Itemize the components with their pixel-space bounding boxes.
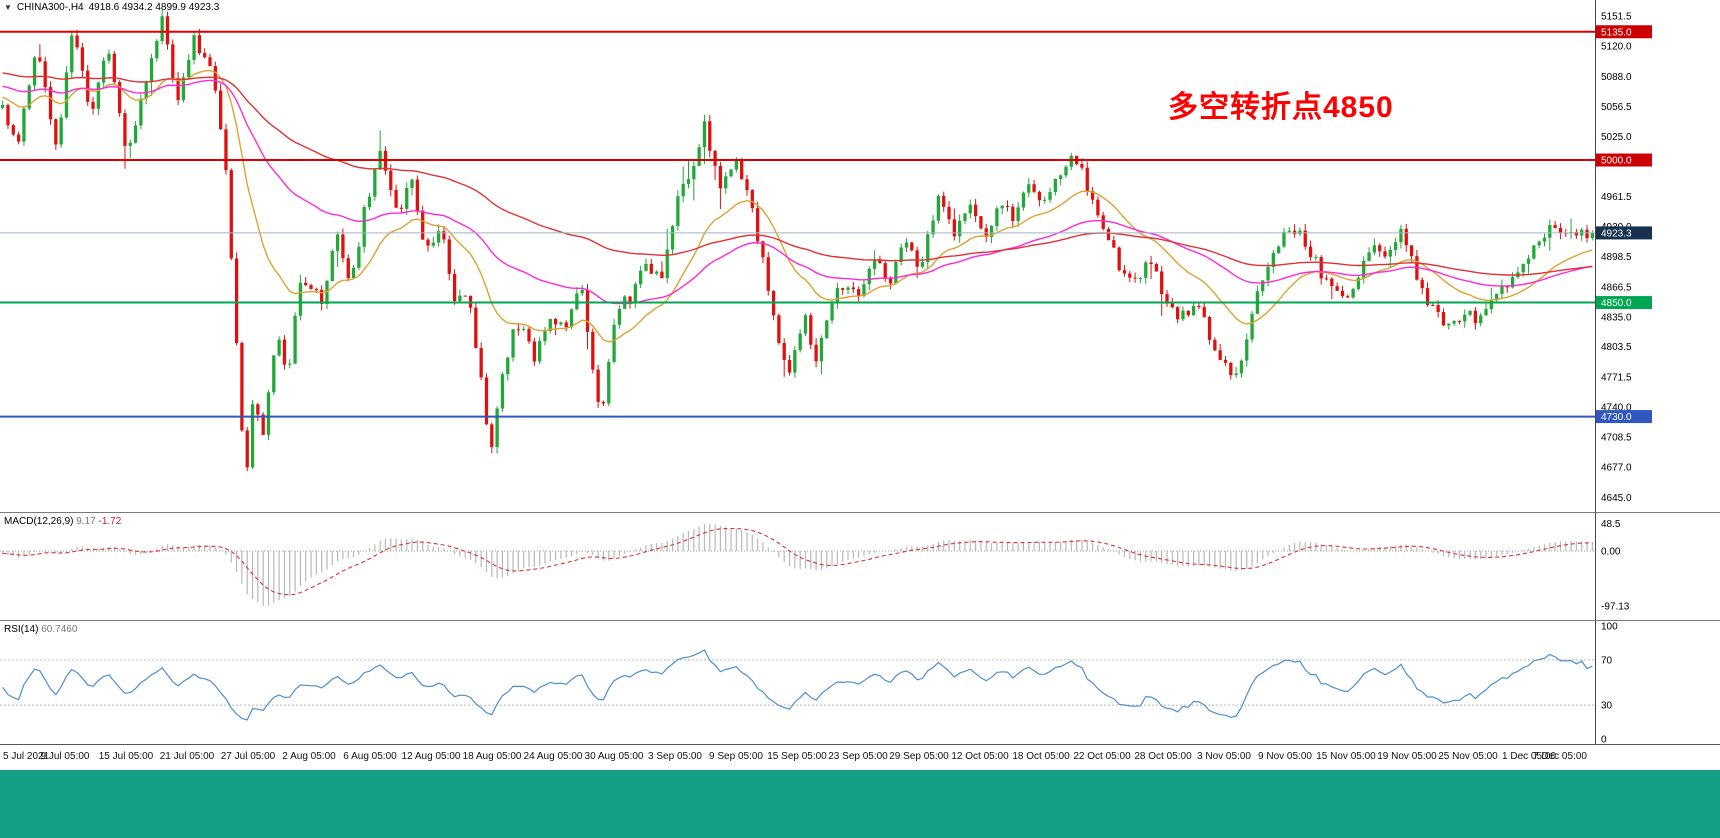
main-chart-pane[interactable]: 5151.55120.05088.05056.55025.04961.54930… xyxy=(0,0,1720,513)
time-axis-label: 12 Oct 05:00 xyxy=(951,751,1009,762)
price-level-badge-label: 5135.0 xyxy=(1601,27,1632,38)
time-axis-label: 21 Jul 05:00 xyxy=(159,751,215,762)
time-axis-label: 29 Sep 05:00 xyxy=(889,751,949,762)
time-axis-label: 1 Dec 05:00 xyxy=(1502,751,1556,762)
macd-signal-line xyxy=(2,527,1593,596)
price-tick-label: 4835.0 xyxy=(1601,312,1632,323)
time-axis-label: 5 Jul 2021 xyxy=(3,751,50,762)
time-axis-label: 9 Jul 05:00 xyxy=(40,751,90,762)
time-axis-label: 15 Sep 05:00 xyxy=(767,751,827,762)
price-tick-label: 4740.0 xyxy=(1601,403,1632,414)
time-axis[interactable]: 5 Jul 2021 9 Jul 05:00 15 Jul 05:00 21 Jul … xyxy=(0,745,1720,770)
time-axis-label: 6 Aug 05:00 xyxy=(343,751,397,762)
price-level-badge-label: 4730.0 xyxy=(1601,412,1632,423)
time-axis-label: 30 Aug 05:00 xyxy=(584,751,644,762)
price-level-badge xyxy=(1596,296,1652,310)
time-axis-label: 12 Aug 05:00 xyxy=(401,751,461,762)
macd-canvas[interactable]: 48.5 0.00 -97.13 xyxy=(0,513,1720,620)
time-axis-label: 23 Sep 05:00 xyxy=(828,751,888,762)
price-level-badge-label: 4850.0 xyxy=(1601,298,1632,309)
rsi-label: RSI(14) 60.7460 xyxy=(4,624,77,635)
macd-tick-label: 48.5 xyxy=(1601,519,1621,530)
time-axis-label: 9 Nov 05:00 xyxy=(1258,751,1312,762)
rsi-tick-label: 100 xyxy=(1601,622,1618,633)
rsi-canvas[interactable]: 100 70 30 0 xyxy=(0,621,1720,744)
time-axis-label: 22 Oct 05:00 xyxy=(1073,751,1131,762)
macd-name: MACD(12,26,9) xyxy=(4,516,74,527)
price-tick-label: 4866.5 xyxy=(1601,282,1632,293)
main-chart-canvas[interactable]: 5151.55120.05088.05056.55025.04961.54930… xyxy=(0,0,1720,512)
price-level-badge xyxy=(1596,153,1652,167)
price-levels-layer xyxy=(0,30,1595,418)
ohlc-values: 4918.6 4934.2 4899.9 4923.3 xyxy=(88,2,220,13)
time-axis-label: 3 Sep 05:00 xyxy=(648,751,702,762)
price-tick-label: 5120.0 xyxy=(1601,42,1632,53)
price-level-badge xyxy=(1596,226,1652,240)
time-axis-label: 18 Aug 05:00 xyxy=(462,751,522,762)
rsi-tick-label: 0 xyxy=(1601,735,1607,745)
price-tick-label: 4771.5 xyxy=(1601,373,1632,384)
macd-pane[interactable]: 48.5 0.00 -97.13 MACD(12,26,9) 9.17 -1.72 xyxy=(0,513,1720,621)
time-axis-label: 3 Nov 05:00 xyxy=(1197,751,1251,762)
macd-value-signal: -1.72 xyxy=(98,516,122,527)
price-level-badge-label: 4923.3 xyxy=(1601,228,1632,239)
symbol-label: CHINA300-,H4 xyxy=(16,2,84,13)
rsi-line xyxy=(2,649,1593,721)
price-tick-label: 4961.5 xyxy=(1601,192,1632,203)
rsi-pane[interactable]: 100 70 30 0 RSI(14) 60.7460 xyxy=(0,621,1720,745)
chart-dropdown-icon[interactable]: ▼ xyxy=(4,3,12,12)
price-scale[interactable]: 5151.55120.05088.05056.55025.04961.54930… xyxy=(1595,0,1653,512)
time-axis-label: 15 Nov 05:00 xyxy=(1316,751,1376,762)
time-axis-label: 25 Nov 05:00 xyxy=(1438,751,1498,762)
price-level-badge xyxy=(1596,25,1652,39)
price-tick-label: 4708.5 xyxy=(1601,433,1632,444)
bottom-taskbar-strip xyxy=(0,770,1720,838)
price-tick-label: 4803.5 xyxy=(1601,342,1632,353)
ma-fast-line xyxy=(2,69,1593,343)
price-tick-label: 5151.5 xyxy=(1601,12,1632,23)
rsi-value: 60.7460 xyxy=(41,624,78,635)
price-tick-label: 4898.5 xyxy=(1601,252,1632,263)
rsi-tick-label: 30 xyxy=(1601,701,1613,712)
ma-slow-line xyxy=(2,72,1593,276)
time-axis-label: 7 Dec 05:00 xyxy=(1533,751,1587,762)
macd-tick-label: -97.13 xyxy=(1601,601,1630,612)
price-tick-label: 5025.0 xyxy=(1601,132,1632,143)
rsi-tick-label: 70 xyxy=(1601,655,1613,666)
price-level-badge xyxy=(1596,410,1652,424)
macd-label: MACD(12,26,9) 9.17 -1.72 xyxy=(4,516,121,527)
chart-title: ▼ CHINA300-,H4 4918.6 4934.2 4899.9 4923… xyxy=(4,2,219,13)
ma-mid-line xyxy=(2,79,1593,305)
macd-tick-label: 0.00 xyxy=(1601,546,1621,557)
time-axis-label: 18 Oct 05:00 xyxy=(1012,751,1070,762)
rsi-name: RSI(14) xyxy=(4,624,39,635)
price-tick-label: 5056.5 xyxy=(1601,102,1632,113)
time-axis-label: 9 Sep 05:00 xyxy=(709,751,763,762)
price-tick-label: 4677.0 xyxy=(1601,462,1632,473)
candles-layer xyxy=(1,9,1594,472)
time-axis-label: 2 Aug 05:00 xyxy=(282,751,336,762)
time-axis-label: 27 Jul 05:00 xyxy=(220,751,276,762)
price-tick-label: 4645.0 xyxy=(1601,493,1632,504)
time-axis-label: 28 Oct 05:00 xyxy=(1134,751,1192,762)
time-axis-label: 19 Nov 05:00 xyxy=(1377,751,1437,762)
time-axis-label: 24 Aug 05:00 xyxy=(523,751,583,762)
price-tick-label: 5088.0 xyxy=(1601,72,1632,83)
time-axis-label: 15 Jul 05:00 xyxy=(98,751,154,762)
macd-histogram xyxy=(2,523,1593,606)
price-level-badge-label: 5000.0 xyxy=(1601,156,1632,167)
chart-annotation-text[interactable]: 多空转折点4850 xyxy=(1168,91,1394,124)
macd-value-main: 9.17 xyxy=(76,516,96,527)
